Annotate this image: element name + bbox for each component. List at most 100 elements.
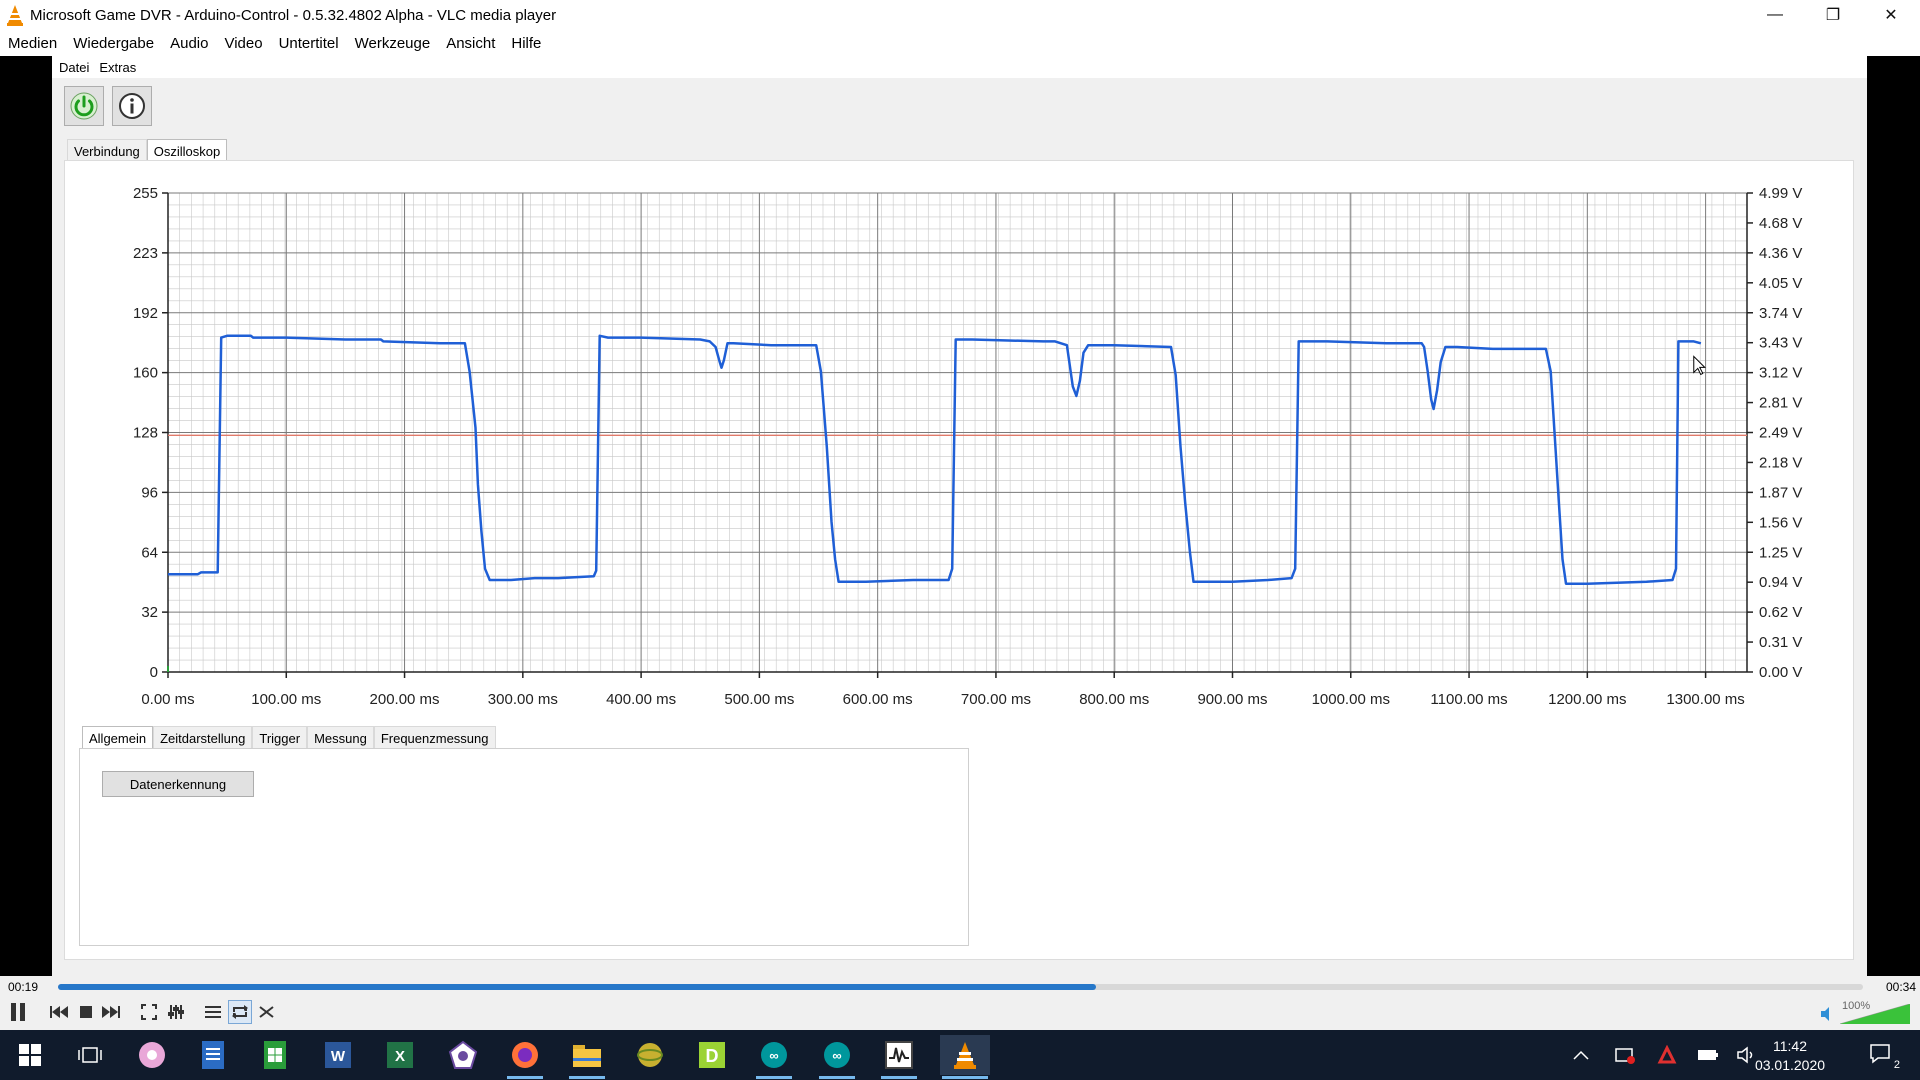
taskbar-app-excel[interactable]: X	[380, 1035, 420, 1075]
tray-chevron[interactable]	[1567, 1035, 1595, 1075]
svg-text:∞: ∞	[832, 1048, 841, 1063]
taskbar-app-flower[interactable]	[132, 1035, 172, 1075]
x-tick-label: 1300.00 ms	[1666, 691, 1744, 708]
action-center-button[interactable]: 2	[1862, 1035, 1902, 1075]
clock-date[interactable]: 03.01.2020	[1754, 1057, 1826, 1073]
restore-button[interactable]: ❐	[1825, 7, 1841, 24]
menu-untertitel[interactable]: Untertitel	[278, 34, 339, 52]
svg-text:X: X	[395, 1048, 405, 1065]
taskbar-app-arduino-2[interactable]: ∞	[817, 1035, 857, 1079]
equalizer-icon	[168, 1005, 184, 1019]
y-right-tick-label: 0.62 V	[1759, 604, 1802, 621]
acrobat-icon	[1657, 1045, 1677, 1064]
taskbar-app-pentagon[interactable]	[443, 1035, 483, 1075]
tab-zeitdarstellung[interactable]: Zeitdarstellung	[153, 726, 253, 750]
menu-datei[interactable]: Datei	[59, 59, 90, 75]
taskbar-app-d[interactable]: D	[692, 1035, 732, 1075]
signal-trace[interactable]	[168, 334, 1702, 585]
shuffle-icon	[259, 1006, 274, 1018]
minimize-button[interactable]: —	[1767, 6, 1783, 23]
menu-hilfe[interactable]: Hilfe	[511, 34, 542, 52]
menu-audio[interactable]: Audio	[170, 34, 209, 52]
y-left-tick-label: 223	[133, 245, 158, 262]
task-view-icon	[78, 1047, 102, 1063]
power-icon	[70, 92, 98, 120]
spreadsheet-app-icon	[264, 1041, 286, 1069]
taskbar-app-calc[interactable]	[255, 1035, 295, 1075]
allgemein-panel: Datenerkennung	[79, 748, 969, 946]
tab-verbindung[interactable]: Verbindung	[67, 139, 147, 163]
svg-text:D: D	[706, 1046, 719, 1066]
y-right-tick-label: 4.05 V	[1759, 275, 1802, 292]
power-button[interactable]	[64, 86, 104, 126]
volume-control[interactable]: 100%	[1820, 1000, 1910, 1024]
y-left-tick-label: 192	[133, 305, 158, 322]
vlc-icon	[954, 1042, 976, 1069]
taskbar-app-scope[interactable]	[879, 1035, 919, 1079]
tab-trigger[interactable]: Trigger	[252, 726, 308, 750]
oscilloscope-app-icon	[885, 1041, 913, 1069]
previous-button[interactable]	[48, 1000, 70, 1024]
tray-acrobat[interactable]	[1653, 1035, 1681, 1075]
menu-wiedergabe[interactable]: Wiedergabe	[73, 34, 155, 52]
arduino-icon: ∞	[824, 1042, 850, 1068]
y-right-tick-label: 1.56 V	[1759, 514, 1802, 531]
time-elapsed: 00:19	[8, 980, 39, 994]
info-button[interactable]	[112, 86, 152, 126]
menu-ansicht[interactable]: Ansicht	[446, 34, 496, 52]
next-button[interactable]	[100, 1000, 122, 1024]
player-controls: 00:19 00:34 100%	[0, 976, 1920, 1030]
bottom-tabs: Allgemein Zeitdarstellung Trigger Messun…	[82, 726, 496, 750]
shuffle-button[interactable]	[256, 1000, 278, 1024]
fullscreen-button[interactable]	[138, 1000, 160, 1024]
arduino-icon: ∞	[761, 1042, 787, 1068]
tray-security[interactable]	[1611, 1035, 1639, 1075]
taskbar-app-globe[interactable]	[630, 1035, 670, 1075]
pause-button[interactable]	[6, 1000, 30, 1024]
start-button[interactable]	[10, 1035, 50, 1075]
y-right-tick-label: 2.49 V	[1759, 425, 1802, 442]
taskbar-app-explorer[interactable]	[567, 1035, 607, 1079]
stop-button[interactable]	[75, 1000, 97, 1024]
menu-medien[interactable]: Medien	[8, 34, 58, 52]
y-right-tick-label: 2.18 V	[1759, 454, 1802, 471]
close-button[interactable]: ✕	[1884, 7, 1898, 24]
flower-app-icon	[139, 1042, 165, 1068]
tab-oszilloskop[interactable]: Oszilloskop	[146, 139, 228, 163]
previous-icon	[50, 1006, 68, 1018]
task-view-button[interactable]	[70, 1035, 110, 1075]
menu-extras[interactable]: Extras	[99, 59, 137, 75]
svg-text:W: W	[331, 1048, 346, 1065]
x-tick-label: 800.00 ms	[1079, 691, 1149, 708]
menu-werkzeuge[interactable]: Werkzeuge	[354, 34, 431, 52]
arduino-control-app: Datei Extras Verbindung Oszilloskop 0.00…	[52, 56, 1867, 976]
tab-messung[interactable]: Messung	[307, 726, 374, 750]
top-tabs: Verbindung Oszilloskop	[67, 139, 228, 163]
x-tick-label: 1000.00 ms	[1312, 691, 1390, 708]
clock-time[interactable]: 11:42	[1773, 1038, 1807, 1054]
tab-allgemein[interactable]: Allgemein	[82, 726, 154, 750]
window-title: Microsoft Game DVR - Arduino-Control - 0…	[30, 6, 557, 24]
taskbar-app-firefox[interactable]	[505, 1035, 545, 1079]
tab-frequenzmessung[interactable]: Frequenzmessung	[373, 726, 496, 750]
oscilloscope-chart[interactable]: 0.00 ms 100.00 ms 200.00 ms 300.00 ms 400.00…	[65, 161, 1855, 721]
taskbar-app-document[interactable]	[193, 1035, 233, 1075]
y-right-tick-label: 4.99 V	[1759, 185, 1802, 202]
volume-slider[interactable]	[1840, 1004, 1910, 1024]
menu-video[interactable]: Video	[224, 34, 263, 52]
seek-bar[interactable]	[58, 984, 1863, 990]
tray-battery[interactable]	[1694, 1035, 1722, 1075]
taskbar-app-word[interactable]: W	[318, 1035, 358, 1075]
fullscreen-icon	[141, 1004, 157, 1020]
folder-icon	[573, 1045, 601, 1067]
extended-settings-button[interactable]	[165, 1000, 187, 1024]
tray-volume[interactable]	[1733, 1035, 1761, 1075]
taskbar-app-arduino-1[interactable]: ∞	[754, 1035, 794, 1079]
datenerkennung-button[interactable]: Datenerkennung	[102, 771, 254, 797]
loop-button[interactable]	[228, 1000, 252, 1024]
x-tick-label: 1200.00 ms	[1548, 691, 1626, 708]
document-app-icon	[202, 1041, 224, 1069]
playlist-button[interactable]	[202, 1000, 224, 1024]
taskbar-app-vlc[interactable]	[940, 1035, 990, 1079]
y-left-tick-label: 255	[133, 185, 158, 202]
